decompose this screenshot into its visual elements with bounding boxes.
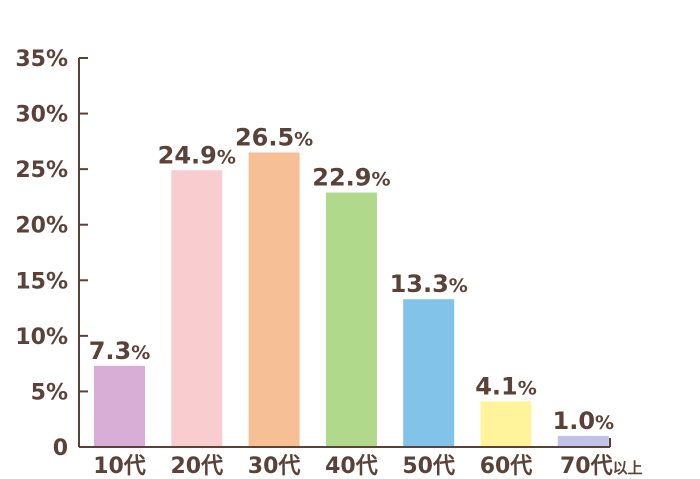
x-tick-label-4: 40代 [325, 454, 378, 479]
data-label-1: 7.3% [89, 337, 151, 365]
bars-group [94, 152, 609, 448]
y-tick-label-3: 15% [15, 269, 68, 294]
y-tick-label-5: 25% [15, 158, 68, 183]
x-tick-label-1: 10代 [93, 454, 146, 479]
axes-group [78, 57, 611, 448]
data-label-3: 26.5% [235, 123, 313, 151]
x-tick-label-7: 70代以上 [560, 454, 643, 479]
y-tick-label-7: 35% [15, 47, 68, 72]
y-tick-label-1: 5% [31, 380, 68, 405]
data-label-5: 13.3% [390, 270, 468, 298]
bar-7 [557, 435, 609, 447]
x-tick-label-6: 60代 [480, 454, 533, 479]
x-tick-label-3: 30代 [248, 454, 301, 479]
data-label-7: 1.0% [553, 407, 615, 435]
y-tick-label-6: 30% [15, 103, 68, 128]
y-tick-label-2: 10% [15, 325, 68, 350]
x-tick-label-5: 50代 [402, 454, 455, 479]
bar-4 [325, 192, 377, 447]
data-label-2: 24.9% [158, 141, 236, 169]
y-tick-labels-group: 0 5% 10% 15% 20% 25% 30% 35% [15, 47, 68, 461]
bar-1 [94, 365, 145, 447]
bar-2 [171, 170, 223, 448]
bar-3 [248, 152, 300, 447]
bar-6 [480, 401, 532, 447]
y-tick-label-0: 0 [53, 436, 68, 461]
x-tick-labels-group: 10代 20代 30代 40代 50代 60代 70代以上 [93, 454, 642, 479]
data-labels-group: 7.3% 24.9%26.5% 22.9% 13.3% 4.1% 1.0% [89, 123, 614, 434]
bar-5 [403, 299, 455, 447]
y-tick-label-4: 20% [15, 214, 68, 239]
x-tick-label-2: 20代 [170, 454, 223, 479]
data-label-6: 4.1% [475, 372, 537, 400]
data-label-4: 22.9% [312, 163, 390, 191]
